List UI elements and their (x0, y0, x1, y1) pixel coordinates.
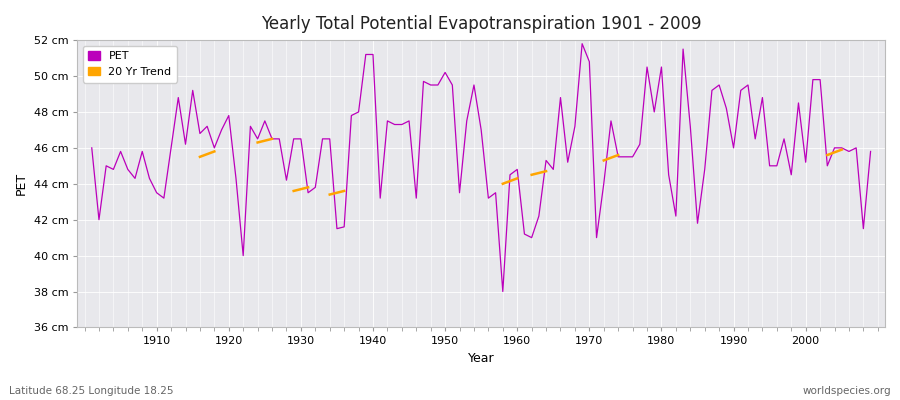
Text: worldspecies.org: worldspecies.org (803, 386, 891, 396)
Text: Latitude 68.25 Longitude 18.25: Latitude 68.25 Longitude 18.25 (9, 386, 174, 396)
Legend: PET, 20 Yr Trend: PET, 20 Yr Trend (83, 46, 177, 82)
X-axis label: Year: Year (468, 352, 494, 365)
Y-axis label: PET: PET (15, 172, 28, 195)
Title: Yearly Total Potential Evapotranspiration 1901 - 2009: Yearly Total Potential Evapotranspiratio… (261, 15, 701, 33)
